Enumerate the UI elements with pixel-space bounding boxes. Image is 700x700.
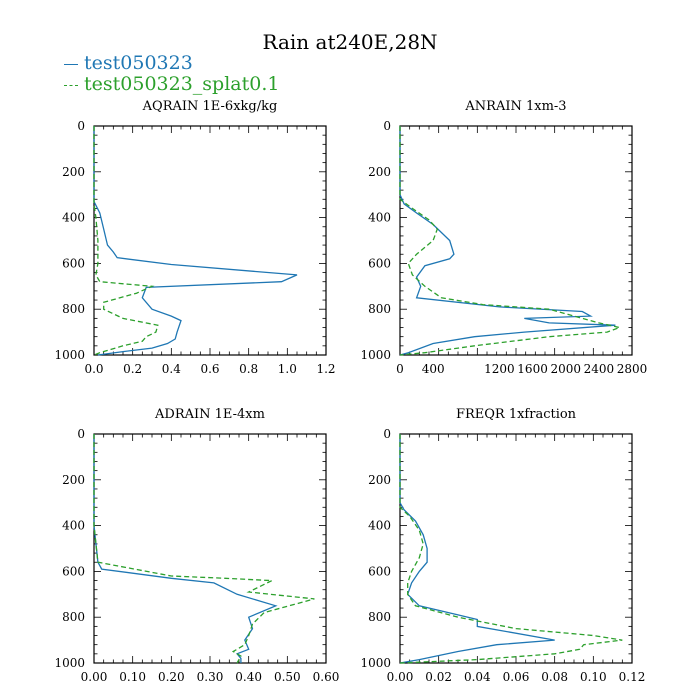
y-tick-label: 800: [62, 610, 85, 624]
y-tick-label: 800: [368, 302, 391, 316]
y-tick-label: 400: [62, 519, 85, 533]
series-line-1: [93, 126, 298, 356]
x-tick-label: 0.10: [580, 670, 607, 684]
series-line-1: [93, 434, 278, 663]
x-tick-label: 1200: [484, 362, 515, 376]
x-tick-label: 0.04: [464, 670, 491, 684]
x-tick-label: 2800: [617, 362, 648, 376]
y-tick-label: 400: [62, 211, 85, 225]
panel-title: ANRAIN 1xm-3: [464, 99, 566, 114]
legend-swatch-solid: [64, 63, 78, 65]
legend-entry-series1: test050323: [64, 52, 193, 74]
page-title: Rain at240E,28N: [262, 30, 438, 54]
plot-frame: [93, 433, 327, 664]
y-tick-label: 600: [368, 256, 391, 270]
legend-swatch-dashed: [64, 84, 78, 86]
y-tick-label: 400: [368, 211, 391, 225]
panel-title: ADRAIN 1E-4xm: [154, 407, 265, 422]
series-line-2: [93, 126, 159, 356]
x-tick-label: 0.00: [387, 670, 414, 684]
series-line-2: [399, 126, 622, 356]
x-tick-label: 0.8: [239, 362, 258, 376]
x-tick-label: 1600: [517, 362, 548, 376]
x-tick-label: 0.06: [503, 670, 530, 684]
y-tick-label: 800: [368, 610, 391, 624]
x-tick-label: 0.12: [619, 670, 646, 684]
y-tick-label: 1000: [360, 656, 391, 670]
x-tick-label: 1.0: [278, 362, 297, 376]
x-tick-label: 0: [396, 362, 404, 376]
y-tick-label: 600: [368, 564, 391, 578]
panel-title: FREQR 1xfraction: [456, 407, 577, 422]
plot-frame: [399, 125, 633, 356]
x-tick-label: 0.10: [119, 670, 146, 684]
x-tick-label: 0.08: [541, 670, 568, 684]
x-tick-label: 0.40: [235, 670, 262, 684]
x-tick-label: 0.60: [313, 670, 340, 684]
x-tick-label: 0.20: [158, 670, 185, 684]
legend-entry-series2: test050323_splat0.1: [64, 73, 279, 95]
y-tick-label: 0: [77, 119, 85, 133]
x-tick-label: 400: [422, 362, 445, 376]
y-tick-label: 200: [368, 165, 391, 179]
x-tick-label: 2400: [584, 362, 615, 376]
legend-label-series1: test050323: [84, 52, 193, 74]
y-tick-label: 200: [62, 165, 85, 179]
series-line-2: [399, 434, 623, 664]
x-tick-label: 0.6: [200, 362, 219, 376]
y-tick-label: 1000: [54, 348, 85, 362]
y-tick-label: 1000: [54, 656, 85, 670]
x-tick-label: 2000: [550, 362, 581, 376]
y-tick-label: 0: [77, 427, 85, 441]
y-tick-label: 0: [383, 119, 391, 133]
series-line-1: [399, 434, 555, 664]
x-tick-label: 0.00: [81, 670, 108, 684]
y-tick-label: 200: [368, 473, 391, 487]
x-tick-label: 0.02: [425, 670, 452, 684]
plot-frame: [93, 125, 327, 356]
y-tick-label: 1000: [360, 348, 391, 362]
x-tick-label: 0.30: [197, 670, 224, 684]
y-tick-label: 800: [62, 302, 85, 316]
x-tick-label: 0.2: [123, 362, 142, 376]
y-tick-label: 200: [62, 473, 85, 487]
x-tick-label: 0.4: [162, 362, 181, 376]
series-line-1: [399, 126, 616, 356]
legend-label-series2: test050323_splat0.1: [84, 73, 280, 95]
y-tick-label: 400: [368, 519, 391, 533]
y-tick-label: 600: [62, 564, 85, 578]
y-tick-label: 0: [383, 427, 391, 441]
x-tick-label: 0.0: [84, 362, 103, 376]
series-line-2: [93, 434, 315, 664]
x-tick-label: 1.2: [316, 362, 335, 376]
y-tick-label: 600: [62, 256, 85, 270]
panel-title: AQRAIN 1E-6xkg/kg: [142, 99, 278, 114]
x-tick-label: 0.50: [274, 670, 301, 684]
